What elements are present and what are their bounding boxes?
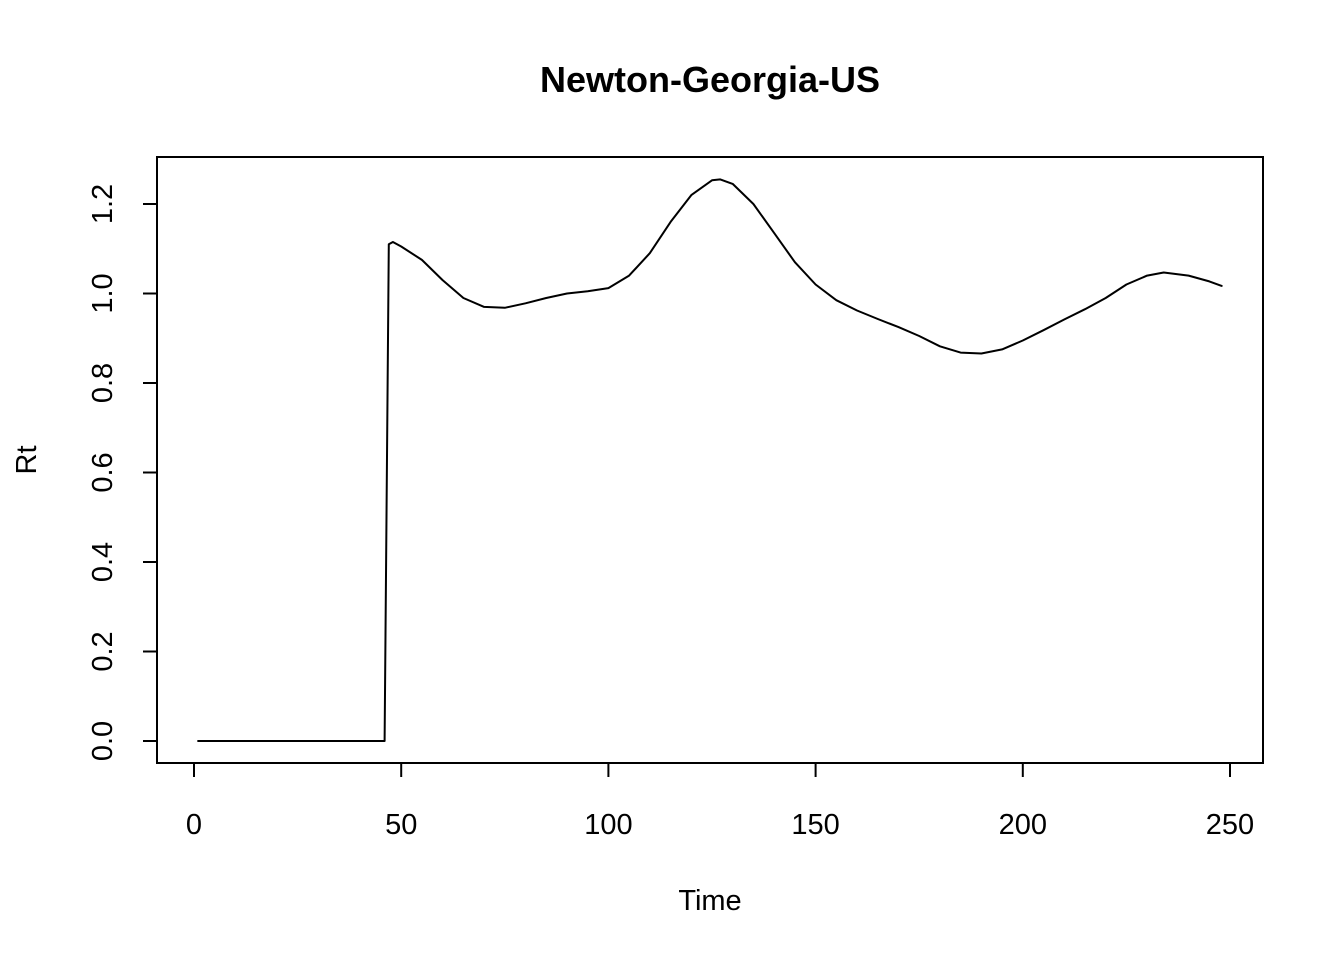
x-tick-label: 150 xyxy=(791,809,839,841)
y-tick-label: 1.2 xyxy=(87,184,119,224)
y-tick-label: 0.4 xyxy=(87,542,119,582)
x-tick-label: 200 xyxy=(999,809,1047,841)
y-tick-label: 0.8 xyxy=(87,363,119,403)
y-tick-label: 0.6 xyxy=(87,452,119,492)
x-tick-label: 250 xyxy=(1206,809,1254,841)
y-tick-label: 1.0 xyxy=(87,273,119,313)
y-tick-label: 0.0 xyxy=(87,721,119,761)
y-axis-label: Rt xyxy=(11,446,43,475)
x-tick-label: 0 xyxy=(186,809,202,841)
chart-title: Newton-Georgia-US xyxy=(540,59,880,100)
plot-frame xyxy=(156,156,1264,764)
y-axis: 0.0 0.2 0.4 0.6 0.8 1.0 1.2 xyxy=(87,184,158,761)
y-tick-label: 0.2 xyxy=(87,631,119,671)
series-line-0 xyxy=(197,178,1223,742)
x-axis: 0 50 100 150 200 250 xyxy=(186,762,1254,841)
x-tick-label: 50 xyxy=(385,809,417,841)
x-tick-label: 100 xyxy=(584,809,632,841)
series-group xyxy=(197,178,1223,742)
x-axis-label: Time xyxy=(678,885,741,917)
